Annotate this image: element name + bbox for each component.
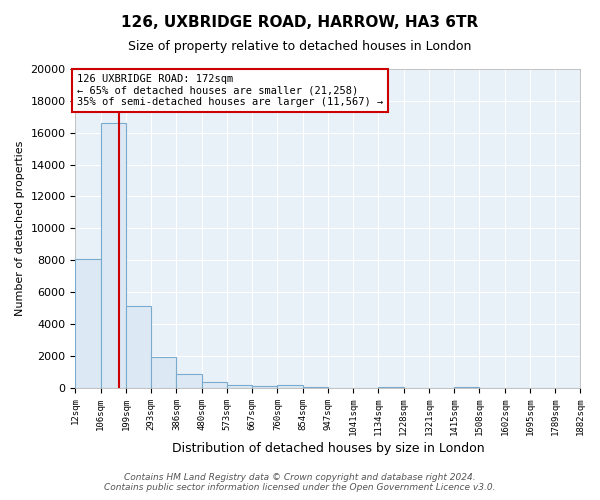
Bar [76,258,101,388]
Text: 126 UXBRIDGE ROAD: 172sqm
← 65% of detached houses are smaller (21,258)
35% of s: 126 UXBRIDGE ROAD: 172sqm ← 65% of detac… [77,74,383,107]
Text: Contains HM Land Registry data © Crown copyright and database right 2024.
Contai: Contains HM Land Registry data © Crown c… [104,473,496,492]
Bar [277,386,303,388]
Text: 126, UXBRIDGE ROAD, HARROW, HA3 6TR: 126, UXBRIDGE ROAD, HARROW, HA3 6TR [121,15,479,30]
Bar [253,386,277,388]
Bar [176,374,202,388]
Bar [303,387,328,388]
Bar [379,387,404,388]
Bar [227,384,253,388]
X-axis label: Distribution of detached houses by size in London: Distribution of detached houses by size … [172,442,484,455]
Y-axis label: Number of detached properties: Number of detached properties [15,140,25,316]
Bar [151,358,176,388]
Bar [126,306,151,388]
Text: Size of property relative to detached houses in London: Size of property relative to detached ho… [128,40,472,53]
Bar [202,382,227,388]
Bar [101,123,126,388]
Bar [454,387,479,388]
